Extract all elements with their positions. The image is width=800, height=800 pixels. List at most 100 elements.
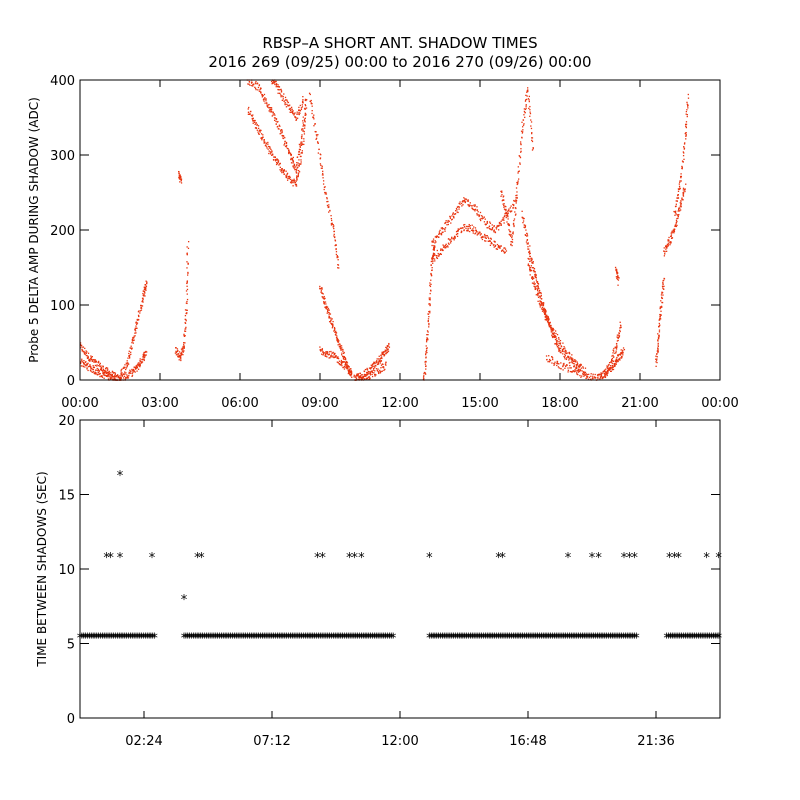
top-data-point	[365, 374, 367, 376]
top-data-point	[552, 330, 554, 332]
top-data-point	[136, 327, 138, 329]
top-data-point	[491, 228, 493, 231]
top-data-point	[368, 373, 370, 375]
top-data-point	[617, 275, 619, 278]
bottom-data-point: *	[622, 632, 629, 647]
bottom-data-point: *	[671, 551, 678, 566]
bottom-data-point: *	[430, 632, 437, 647]
top-data-point	[287, 105, 289, 107]
top-data-point	[515, 194, 517, 197]
top-data-point	[304, 107, 306, 110]
top-data-point	[258, 84, 260, 87]
top-data-point	[678, 209, 680, 211]
top-data-point	[104, 374, 106, 377]
top-data-point	[522, 220, 525, 222]
top-data-point	[255, 126, 257, 129]
top-data-point	[94, 364, 97, 367]
top-data-point	[252, 117, 254, 119]
top-data-point	[616, 277, 618, 279]
top-data-point	[476, 231, 478, 233]
top-data-point	[584, 371, 587, 374]
top-data-point	[86, 357, 89, 360]
top-data-point	[299, 149, 301, 151]
top-data-point	[562, 365, 564, 367]
top-data-point	[367, 378, 369, 381]
top-data-point	[530, 127, 533, 130]
top-data-point	[682, 154, 685, 157]
top-data-point	[335, 248, 337, 251]
bottom-data-point: *	[184, 632, 191, 647]
bottom-data-point: *	[321, 632, 328, 647]
top-data-point	[132, 337, 134, 340]
top-data-point	[679, 180, 681, 182]
top-data-point	[670, 234, 673, 236]
top-data-point	[186, 302, 188, 305]
bottom-data-point: *	[362, 632, 369, 647]
top-data-point	[297, 169, 300, 172]
top-data-point	[554, 335, 556, 337]
top-data-point	[485, 240, 487, 242]
top-data-point	[590, 375, 592, 377]
top-data-point	[128, 357, 131, 359]
top-data-point	[544, 313, 546, 315]
top-data-point	[282, 96, 284, 98]
top-data-point	[444, 244, 447, 247]
top-data-point	[580, 363, 582, 365]
top-data-point	[343, 351, 345, 354]
top-data-point	[619, 330, 621, 333]
top-data-point	[549, 321, 551, 324]
top-data-point	[462, 199, 464, 202]
top-data-point	[600, 374, 603, 377]
top-data-point	[512, 204, 515, 207]
top-data-point	[134, 329, 136, 331]
top-data-point	[537, 283, 540, 285]
top-data-point	[386, 351, 389, 354]
bottom-data-point: *	[334, 632, 341, 647]
top-data-point	[377, 371, 380, 373]
top-data-point	[542, 302, 545, 304]
top-data-point	[502, 199, 504, 201]
bottom-data-point: *	[495, 551, 502, 566]
top-data-point	[612, 366, 614, 368]
top-data-point	[444, 228, 446, 231]
top-data-point	[607, 370, 609, 373]
top-data-point	[346, 364, 348, 366]
bottom-data-point: *	[199, 632, 206, 647]
top-data-point	[279, 166, 281, 168]
top-data-point	[560, 345, 563, 348]
top-data-point	[362, 378, 364, 380]
top-data-point	[365, 375, 367, 377]
top-data-point	[329, 321, 332, 323]
top-data-point	[610, 367, 612, 369]
top-data-point	[280, 132, 282, 134]
top-data-point	[295, 118, 298, 121]
top-data-point	[95, 361, 98, 363]
top-data-point	[80, 344, 83, 346]
top-data-point	[187, 272, 189, 274]
top-data-point	[144, 351, 146, 354]
top-data-point	[343, 361, 345, 363]
bottom-data-point: *	[686, 632, 693, 647]
top-data-point	[617, 275, 619, 277]
top-data-point	[350, 371, 353, 373]
top-data-point	[431, 257, 433, 260]
top-data-point	[344, 358, 347, 361]
top-data-point	[331, 222, 333, 224]
top-data-point	[279, 92, 281, 95]
top-data-point	[529, 252, 531, 254]
bottom-data-point: *	[703, 632, 710, 647]
top-data-point	[126, 375, 129, 377]
bottom-data-point: *	[79, 632, 86, 647]
top-data-point	[564, 352, 567, 354]
top-data-point	[385, 362, 387, 364]
top-data-point	[620, 352, 622, 354]
top-data-point	[93, 372, 96, 375]
top-data-point	[449, 242, 452, 244]
top-data-point	[119, 375, 121, 377]
top-data-point	[621, 352, 623, 355]
bottom-data-point: *	[295, 632, 302, 647]
top-data-point	[267, 141, 269, 144]
top-data-point	[469, 202, 471, 204]
top-data-point	[301, 134, 303, 136]
bottom-data-point: *	[458, 632, 465, 647]
